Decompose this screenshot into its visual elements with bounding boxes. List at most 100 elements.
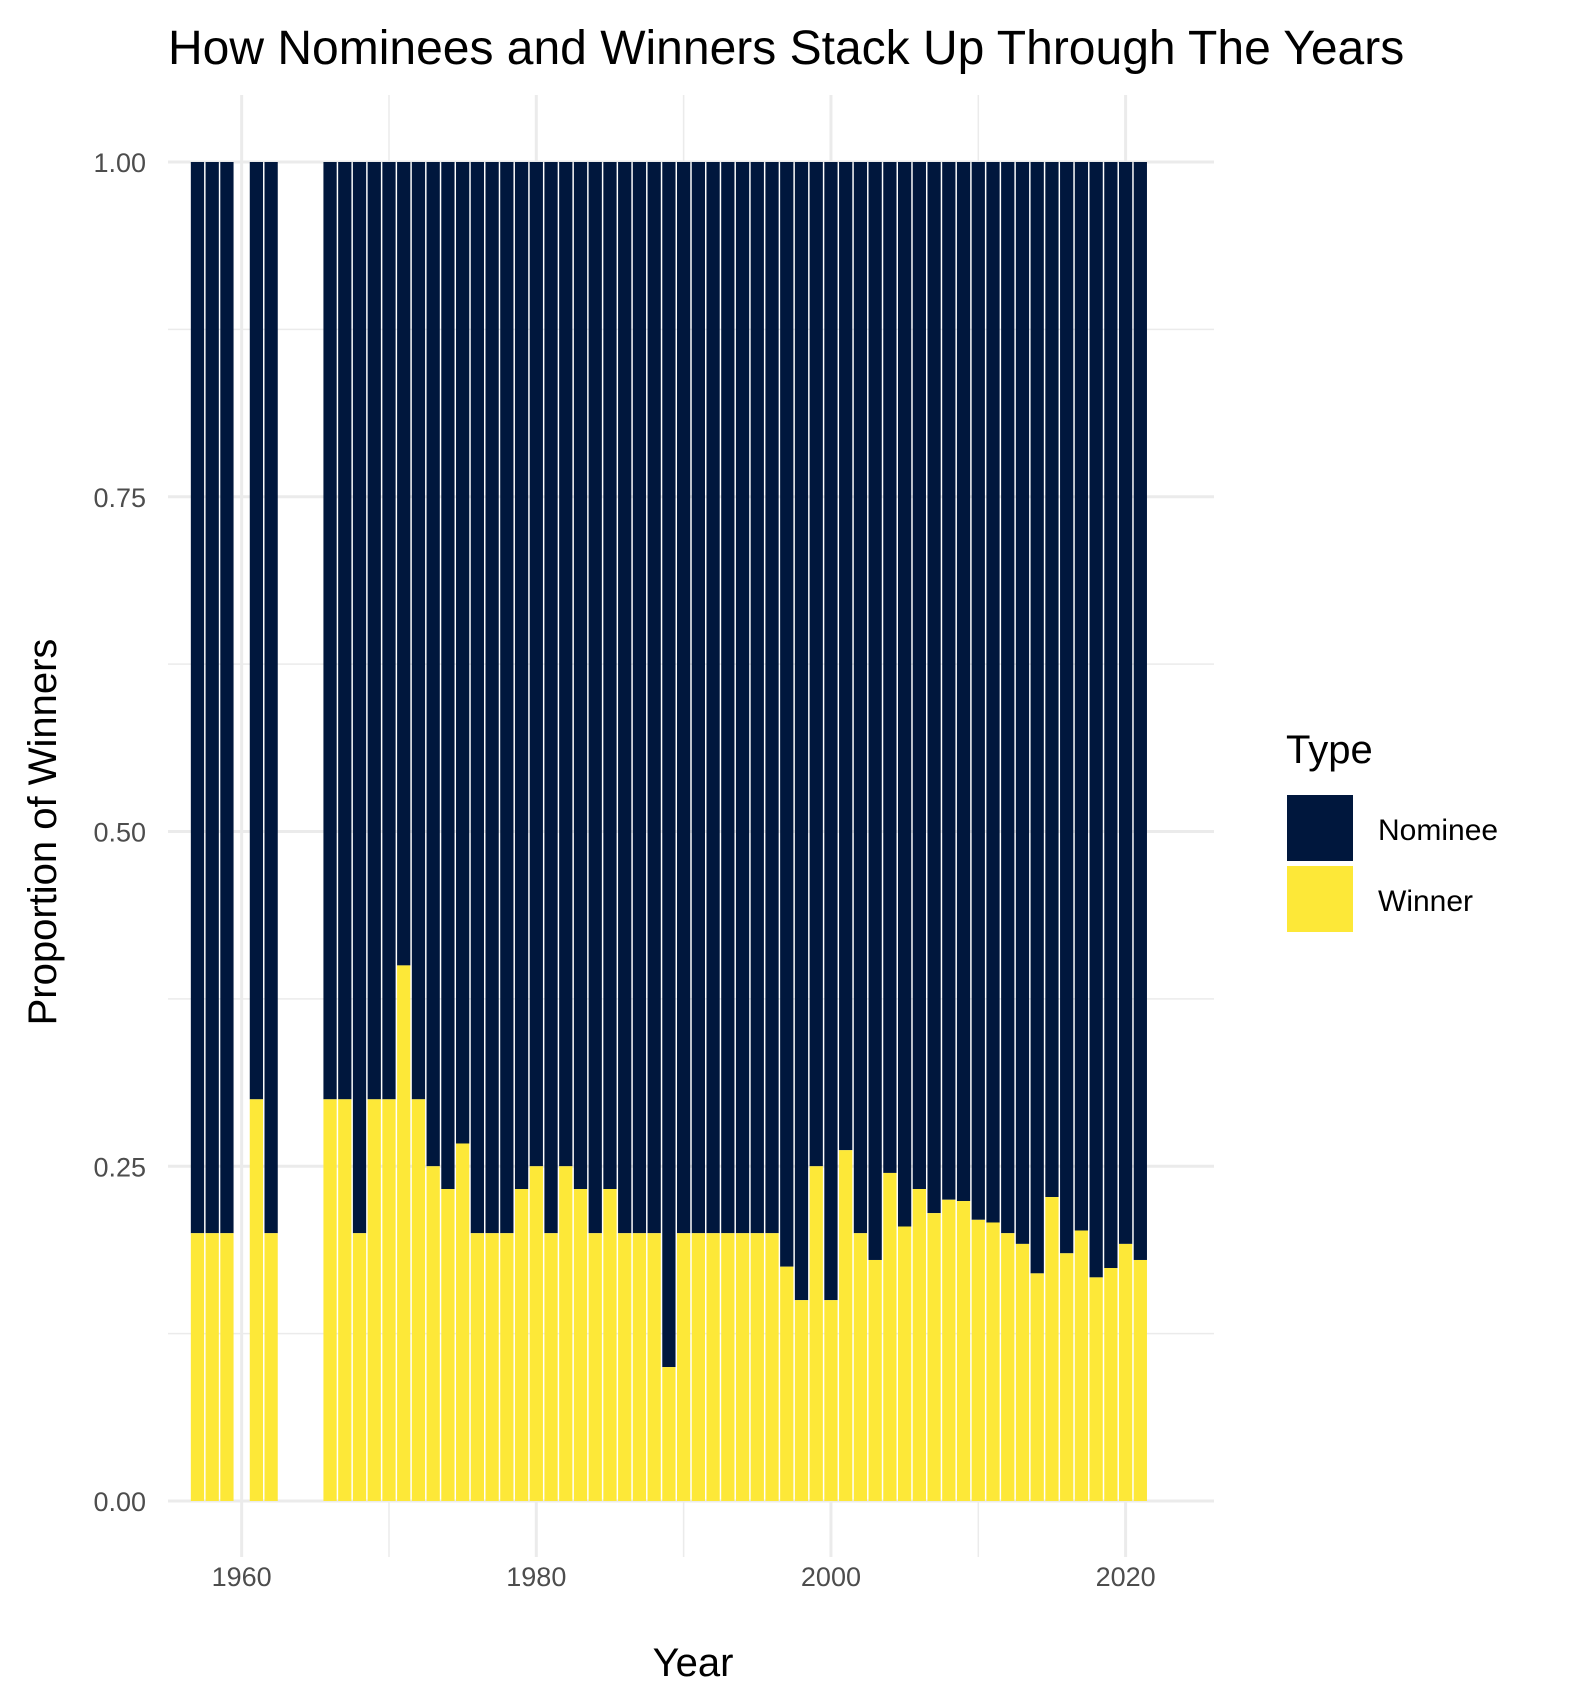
bar-winner-1968	[352, 1233, 367, 1501]
bar-nominee-1990	[677, 162, 691, 1234]
x-tick-label: 1980	[506, 1562, 566, 1592]
x-axis-title: Year	[653, 1641, 734, 1685]
bar-nominee-1983	[573, 162, 588, 1190]
bar-nominee-1961	[249, 162, 264, 1100]
bar-nominee-1967	[338, 162, 352, 1100]
legend-title: Type	[1286, 728, 1373, 772]
bar-nominee-1966	[323, 162, 337, 1100]
bar-nominee-2019	[1104, 162, 1118, 1269]
bar-nominee-1968	[352, 162, 367, 1234]
bar-nominee-1995	[750, 162, 764, 1234]
bar-winner-1979	[514, 1189, 529, 1501]
bar-nominee-1999	[809, 162, 823, 1167]
bar-winner-1998	[794, 1300, 809, 1501]
bar-nominee-2000	[824, 162, 838, 1301]
bar-winner-1993	[721, 1233, 735, 1501]
bar-nominee-1985	[603, 162, 617, 1190]
bar-winner-2021	[1133, 1259, 1147, 1501]
bar-winner-1991	[691, 1233, 705, 1501]
bar-winner-2003	[868, 1259, 882, 1501]
bar-winner-1966	[323, 1099, 337, 1501]
bar-winner-1973	[426, 1166, 440, 1501]
bar-winner-2016	[1060, 1253, 1074, 1501]
bar-winner-1995	[750, 1233, 764, 1501]
bar-nominee-1982	[559, 162, 573, 1167]
bar-winner-1957	[190, 1233, 205, 1501]
bar-nominee-2002	[853, 162, 868, 1234]
bar-winner-1981	[544, 1233, 558, 1501]
bar-nominee-2005	[897, 162, 912, 1227]
bar-nominee-2006	[912, 162, 926, 1190]
x-tick-label: 2020	[1096, 1562, 1156, 1592]
y-tick-label: 0.00	[93, 1487, 146, 1517]
bar-nominee-1959	[220, 162, 234, 1234]
bar-winner-2012	[1001, 1233, 1015, 1501]
bar-winner-1958	[205, 1233, 219, 1501]
bar-nominee-1970	[382, 162, 396, 1100]
bar-nominee-1974	[441, 162, 455, 1190]
bar-winner-1988	[647, 1233, 661, 1501]
bar-winner-2006	[912, 1189, 926, 1501]
bar-winner-1999	[809, 1166, 823, 1501]
bar-winner-1984	[588, 1233, 602, 1501]
bar-winner-2010	[971, 1219, 985, 1501]
bar-nominee-2003	[868, 162, 882, 1260]
bar-winner-1969	[367, 1099, 381, 1501]
bar-winner-2013	[1015, 1243, 1030, 1501]
bar-winner-1986	[618, 1233, 632, 1501]
bar-winner-2015	[1045, 1197, 1059, 1501]
bar-winner-2011	[986, 1222, 1000, 1501]
y-axis-title: Proportion of Winners	[21, 639, 65, 1026]
y-tick-label: 0.25	[93, 1152, 146, 1182]
bar-winner-1987	[632, 1233, 647, 1501]
bar-winner-1970	[382, 1099, 396, 1501]
bar-winner-2008	[942, 1199, 956, 1501]
bar-nominee-2001	[839, 162, 853, 1151]
bar-nominee-1991	[691, 162, 705, 1234]
bar-winner-1976	[470, 1233, 485, 1501]
x-tick-label: 1960	[212, 1562, 272, 1592]
bar-nominee-1969	[367, 162, 381, 1100]
bar-winner-1985	[603, 1189, 617, 1501]
bar-nominee-1973	[426, 162, 440, 1167]
bar-nominee-1998	[794, 162, 809, 1301]
y-tick-label: 1.00	[93, 148, 146, 178]
x-axis-ticks: 1960 1980 2000 2020	[212, 1562, 1156, 1592]
legend-swatch-winner	[1287, 866, 1353, 932]
bar-winner-1996	[765, 1233, 779, 1501]
bar-winner-1959	[220, 1233, 234, 1501]
bar-nominee-1986	[618, 162, 632, 1234]
bar-winner-1975	[456, 1143, 470, 1501]
bar-winner-1994	[735, 1233, 750, 1501]
bar-nominee-1984	[588, 162, 602, 1234]
bar-nominee-1978	[500, 162, 514, 1234]
y-tick-label: 0.75	[93, 483, 146, 513]
bar-winner-1980	[529, 1166, 543, 1501]
bar-nominee-2009	[956, 162, 971, 1202]
legend-swatch-nominee	[1287, 795, 1353, 861]
bar-winner-1983	[573, 1189, 588, 1501]
bar-nominee-1981	[544, 162, 558, 1234]
bar-nominee-1976	[470, 162, 485, 1234]
bar-nominee-1958	[205, 162, 219, 1234]
bar-nominee-1957	[190, 162, 205, 1234]
bar-nominee-2012	[1001, 162, 1015, 1234]
bar-nominee-2015	[1045, 162, 1059, 1198]
bar-winner-1978	[500, 1233, 514, 1501]
bar-nominee-1977	[485, 162, 499, 1234]
x-tick-label: 2000	[801, 1562, 861, 1592]
bar-winner-2018	[1089, 1277, 1103, 1501]
bar-nominee-1962	[264, 162, 278, 1234]
bar-winner-2000	[824, 1300, 838, 1501]
bar-nominee-1971	[397, 162, 411, 966]
bar-winner-1972	[411, 1099, 426, 1501]
bar-winner-2019	[1104, 1268, 1118, 1501]
bar-nominee-1993	[721, 162, 735, 1234]
bar-nominee-2021	[1133, 162, 1147, 1260]
bar-winner-1971	[397, 965, 411, 1501]
bar-nominee-1994	[735, 162, 750, 1234]
bar-nominee-1975	[456, 162, 470, 1144]
bars	[190, 162, 1147, 1501]
